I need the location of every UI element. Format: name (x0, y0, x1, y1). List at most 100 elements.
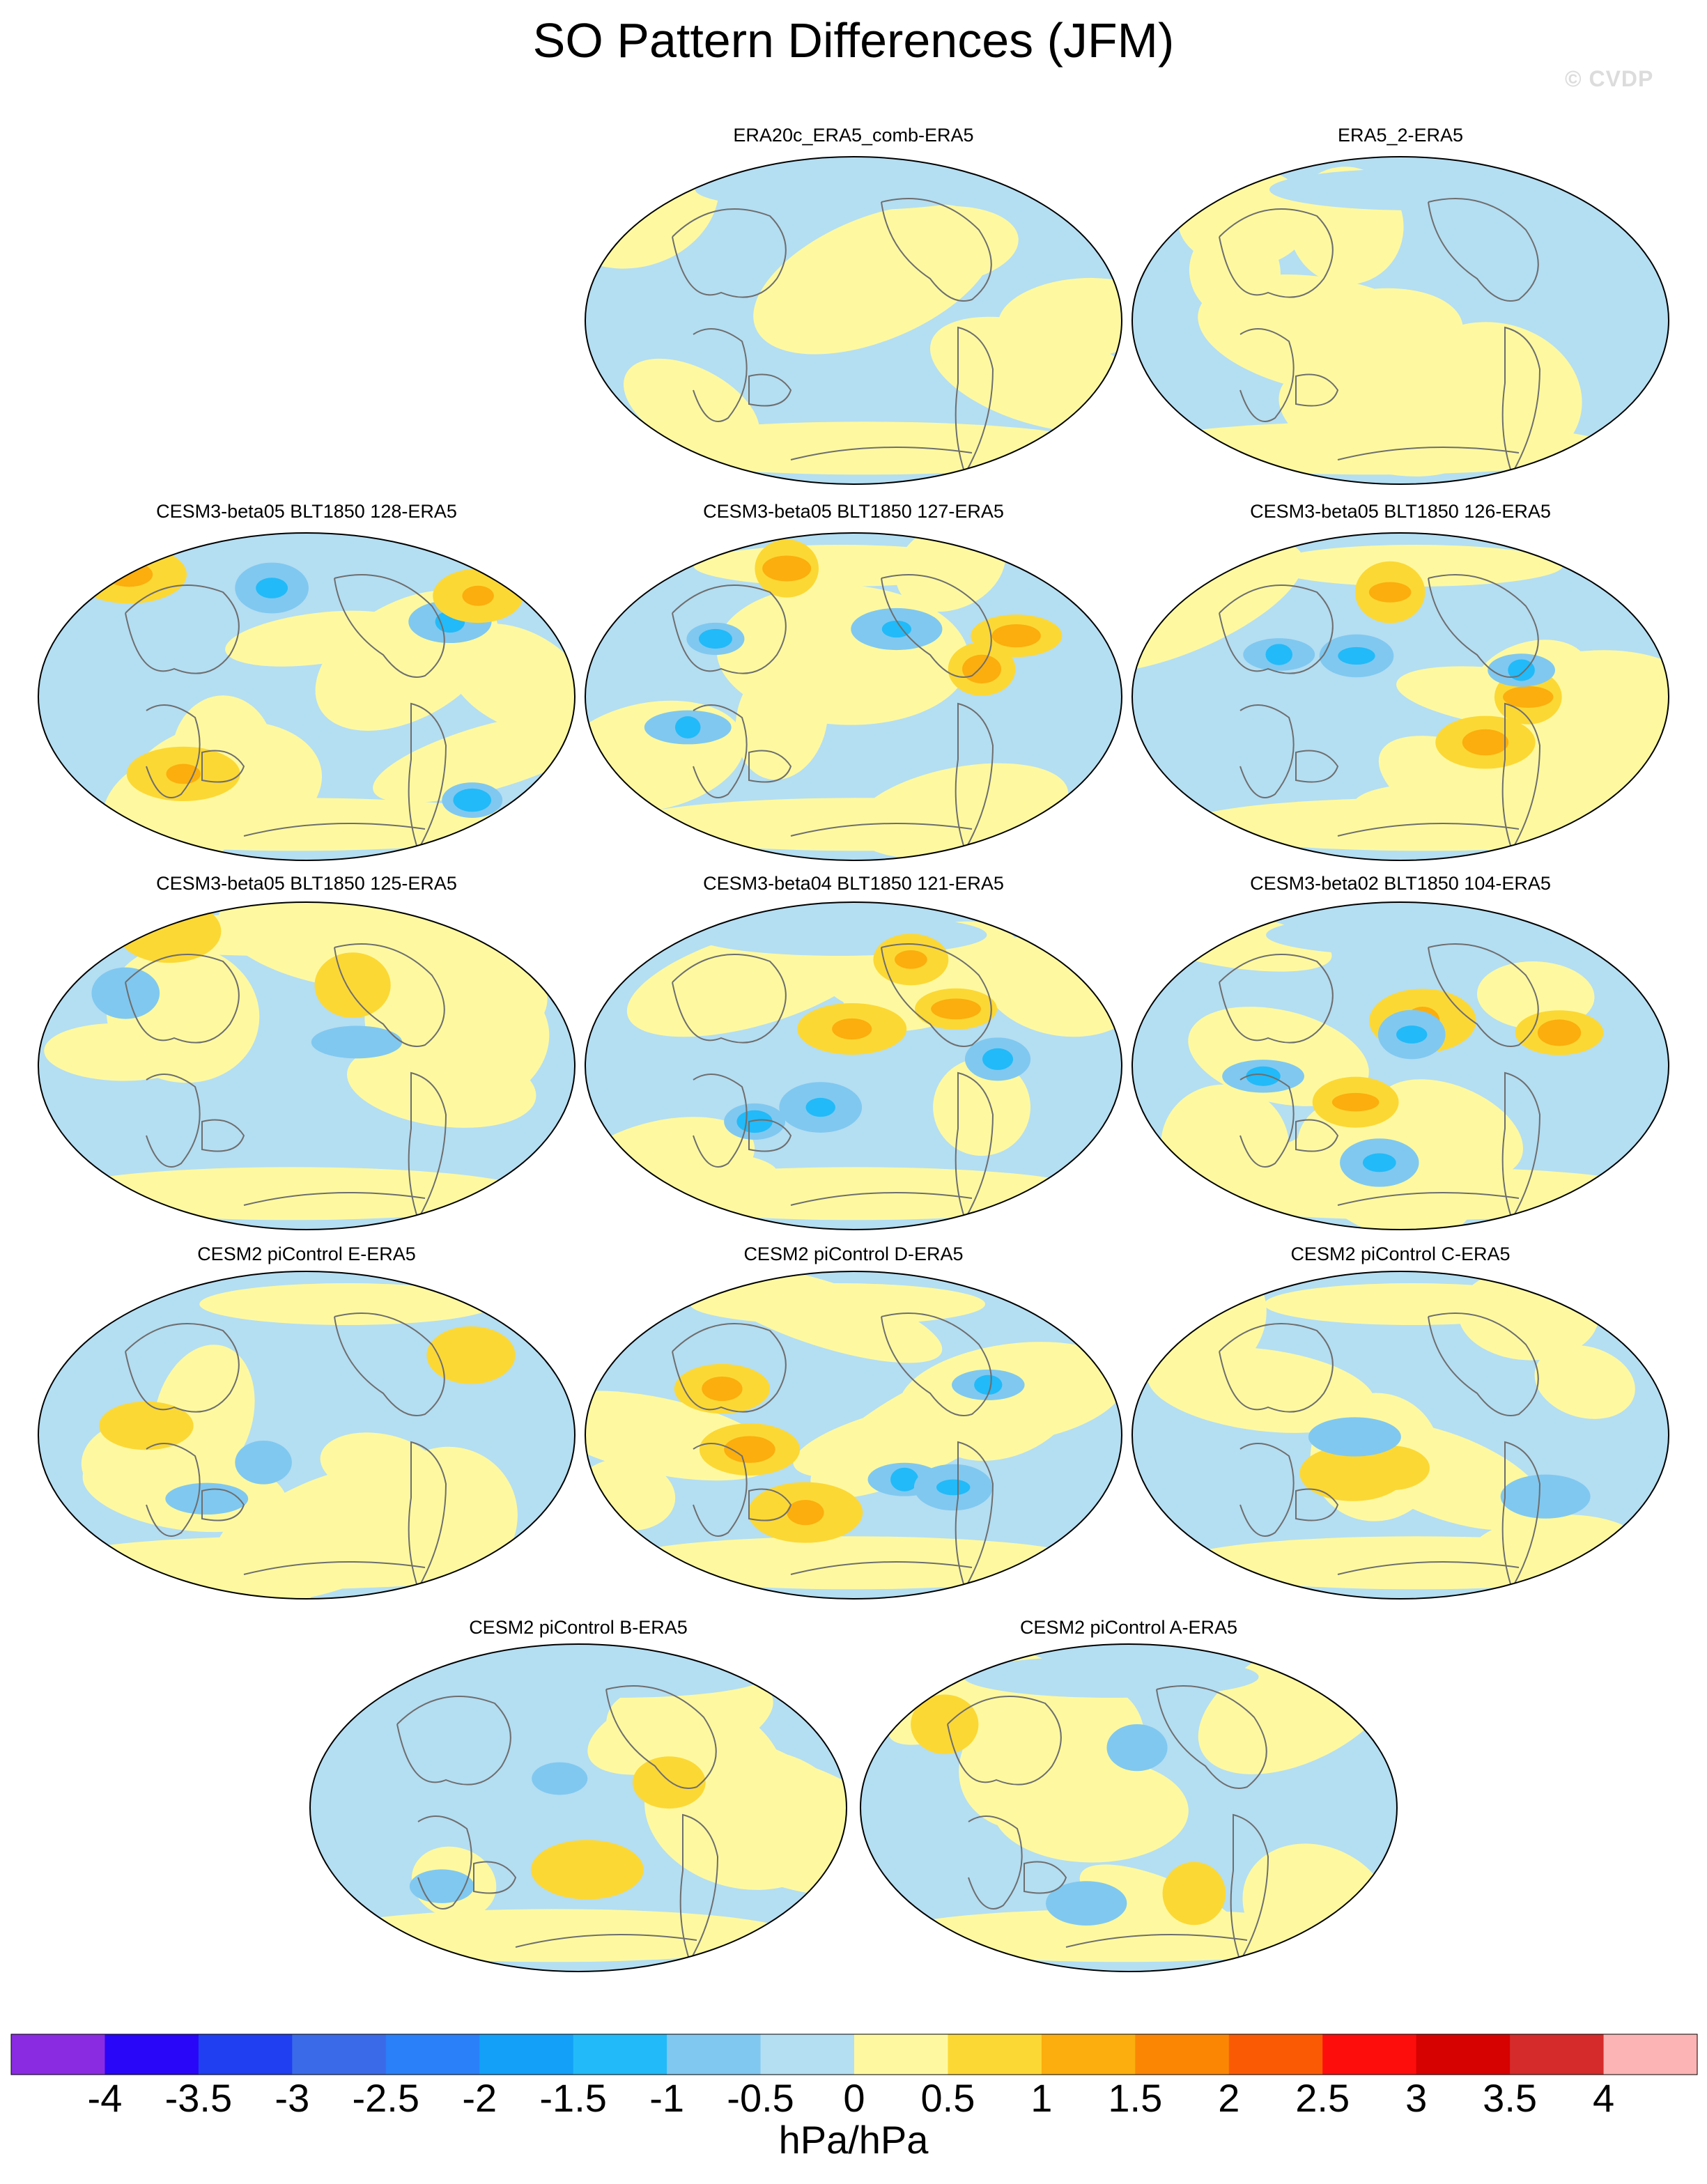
coastline (790, 1192, 973, 1206)
positive-anomaly-region (347, 1041, 536, 1128)
coastline (1428, 943, 1539, 1047)
positive-anomaly-peak (1331, 1092, 1380, 1112)
coastline (243, 1192, 426, 1206)
panel-title: CESM3-beta05 BLT1850 127-ERA5 (703, 501, 1004, 522)
negative-anomaly-peak (1246, 1066, 1281, 1086)
positive-anomaly-peak (787, 1499, 824, 1526)
coastline (146, 1074, 201, 1168)
positive-anomaly-band (1132, 421, 1614, 475)
positive-anomaly-peak (922, 1714, 967, 1735)
positive-anomaly-region (993, 1757, 1189, 1863)
coastline (1295, 1119, 1339, 1152)
coastline (125, 584, 240, 674)
colorbar-tick-label: 0 (843, 2076, 865, 2120)
panel-title: CESM3-beta02 BLT1850 104-ERA5 (1250, 873, 1551, 894)
coastline (125, 954, 240, 1044)
positive-anomaly-band (54, 798, 538, 851)
page-title: SO Pattern Differences (JFM) (532, 13, 1175, 68)
colorbar-swatch (292, 2034, 387, 2075)
negative-anomaly-core (532, 1762, 588, 1795)
map-border (38, 532, 576, 861)
coastline (1239, 328, 1295, 422)
negative-anomaly-core (235, 1440, 292, 1485)
map-border (38, 901, 576, 1230)
world-map-panel (1131, 901, 1669, 1230)
coastline (968, 1815, 1023, 1910)
coastline (408, 702, 447, 852)
coastline (1239, 704, 1295, 798)
positive-anomaly-region (44, 1023, 197, 1081)
colorbar-tick-label: 3 (1405, 2076, 1428, 2120)
world-map-panel (1131, 1271, 1669, 1600)
panel-title: CESM2 piControl E-ERA5 (197, 1244, 416, 1264)
coastline (334, 1312, 445, 1416)
negative-anomaly-peak (674, 716, 701, 738)
coastline (334, 943, 445, 1047)
positive-anomaly-peak (702, 1376, 743, 1402)
world-map-panel (38, 1271, 576, 1600)
colorbar-swatch (198, 2034, 293, 2075)
colorbar-swatch (385, 2034, 480, 2075)
colorbar-outline (10, 2034, 1698, 2075)
coastline (1219, 1323, 1334, 1413)
colorbar-tick-label: 0.5 (920, 2076, 975, 2120)
coastline (1337, 447, 1520, 460)
colorbar-swatch (667, 2034, 762, 2075)
coastline (955, 702, 994, 852)
colorbar-swatch (1228, 2034, 1323, 2075)
panel-title: CESM3-beta04 BLT1850 121-ERA5 (703, 873, 1004, 894)
panel-title: ERA5_2-ERA5 (1337, 125, 1464, 146)
positive-anomaly-region (860, 206, 1019, 286)
negative-anomaly-peak (736, 1110, 773, 1133)
panel-title: CESM2 piControl D-ERA5 (743, 1244, 964, 1264)
coastline (693, 328, 748, 422)
negative-anomaly-peak (1362, 1153, 1396, 1172)
panel-title: CESM3-beta05 BLT1850 126-ERA5 (1250, 501, 1551, 522)
coastline (605, 1685, 717, 1789)
positive-anomaly-peak (1537, 1019, 1582, 1046)
positive-anomaly-peak (462, 585, 494, 606)
colorbar-swatch (1416, 2034, 1511, 2075)
panel-title: ERA20c_ERA5_comb-ERA5 (733, 125, 974, 146)
coastline (473, 1861, 517, 1894)
coastline (1501, 1071, 1541, 1221)
map-border (585, 1271, 1122, 1600)
world-map-panel (1131, 532, 1669, 861)
negative-anomaly-peak (1508, 659, 1535, 681)
positive-anomaly-region (320, 1432, 439, 1499)
negative-anomaly-peak (1396, 1025, 1428, 1044)
coastline (947, 1696, 1062, 1786)
colorbar-tick-label: -2 (462, 2076, 497, 2120)
coastline (955, 326, 994, 476)
negative-anomaly-peak (974, 1374, 1003, 1395)
map-border (585, 156, 1122, 485)
coastline (693, 1443, 748, 1537)
coastline (790, 1561, 973, 1575)
colorbar-swatch (1603, 2034, 1698, 2075)
coastline (672, 584, 787, 674)
coastline (881, 198, 992, 302)
coastline (515, 1934, 697, 1948)
colorbar-units-label: hPa/hPa (778, 2118, 929, 2162)
negative-anomaly-peak (256, 578, 288, 598)
negative-anomaly-peak (1265, 644, 1293, 665)
coastline (1428, 198, 1539, 302)
positive-anomaly-region (373, 712, 575, 803)
coastline (881, 1312, 992, 1416)
coastline (955, 1071, 994, 1221)
negative-anomaly-core (1106, 1724, 1168, 1772)
colorbar-swatch (1510, 2034, 1605, 2075)
colorbar-swatch (760, 2034, 855, 2075)
positive-anomaly-region (225, 610, 410, 667)
map-border (1131, 156, 1669, 485)
coastline (748, 750, 792, 783)
positive-anomaly-region (1534, 1345, 1635, 1419)
negative-anomaly-peak (982, 1048, 1014, 1070)
positive-anomaly-peak (451, 1344, 491, 1366)
negative-anomaly-peak (453, 788, 492, 812)
coastline (1065, 1934, 1248, 1948)
colorbar-tick-label: -3 (275, 2076, 310, 2120)
positive-anomaly-peak (1368, 582, 1412, 603)
map-border (585, 901, 1122, 1230)
negative-anomaly-peak (1338, 646, 1375, 665)
